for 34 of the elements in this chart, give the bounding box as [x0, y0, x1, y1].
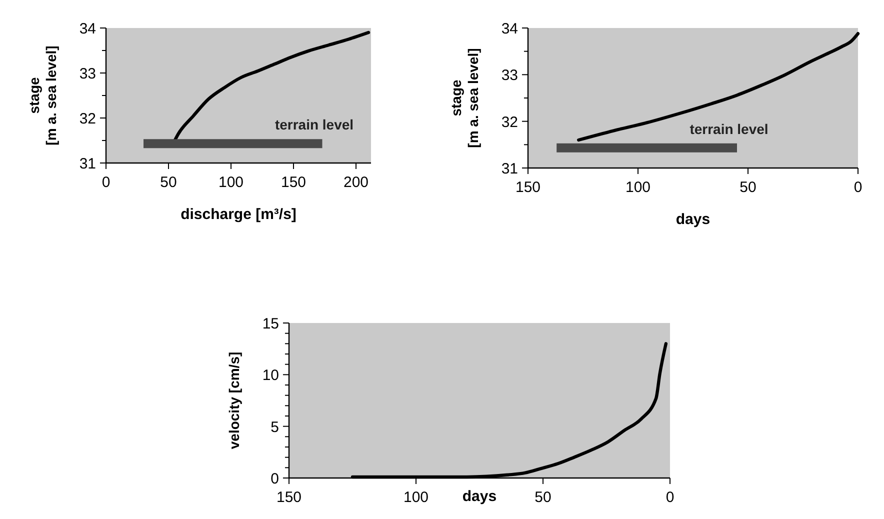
x-tick-label: 150 [280, 174, 306, 191]
x-tick-label: 50 [740, 179, 756, 196]
series-label: terrain level [274, 116, 354, 133]
y-axis-title: stage [m a. sea level] [448, 48, 481, 148]
y-tick-label: 34 [79, 20, 96, 38]
x-tick-label: 0 [854, 179, 862, 196]
y-tick-label: 32 [79, 110, 96, 128]
x-tick-label: 50 [160, 174, 177, 191]
series-label: terrain level [690, 120, 768, 137]
y-tick-label: 15 [262, 316, 279, 332]
x-tick-label: 100 [625, 179, 651, 196]
x-tick-label: 50 [534, 489, 552, 506]
y-tick-label: 31 [79, 156, 96, 172]
y-tick-label: 0 [270, 470, 279, 488]
x-tick-label: 200 [343, 174, 369, 191]
x-axis-title: discharge [m³/s] [180, 206, 296, 223]
x-tick-label: 0 [666, 489, 674, 506]
line-series [577, 32, 860, 142]
x-tick-label: 0 [102, 174, 110, 191]
y-tick-label: 33 [501, 67, 518, 84]
y-tick-label: 33 [79, 66, 96, 82]
x-axis-title: days [462, 488, 497, 505]
y-tick-label: 32 [501, 114, 518, 131]
x-tick-label: 150 [515, 179, 541, 196]
y-tick-label: 34 [501, 20, 518, 38]
y-axis-title: stage [m a. sea level] [26, 46, 59, 146]
y-axis-title: velocity [cm/s] [226, 352, 242, 450]
x-axis-title: days [676, 211, 710, 228]
x-tick-label: 100 [218, 174, 244, 191]
y-tick-label: 10 [262, 367, 279, 384]
x-tick-label: 150 [276, 489, 302, 506]
y-tick-label: 5 [270, 418, 279, 436]
x-tick-label: 100 [403, 489, 429, 506]
y-tick-label: 31 [501, 160, 518, 178]
